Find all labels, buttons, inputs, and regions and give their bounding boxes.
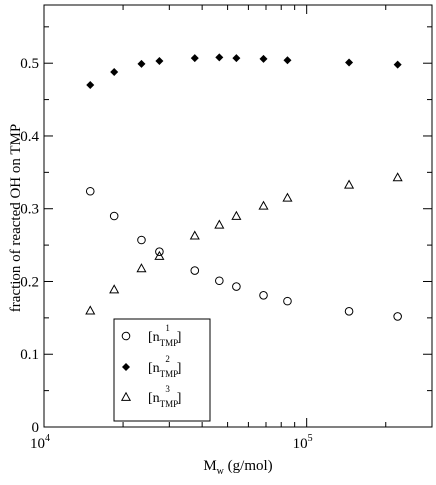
y-tick-label: 0.2 bbox=[20, 274, 39, 290]
data-point-series-2 bbox=[283, 56, 292, 65]
y-tick-label: 0.1 bbox=[20, 347, 39, 363]
x-tick-label: 104 bbox=[30, 433, 50, 452]
data-point-series-1 bbox=[259, 291, 268, 300]
data-point-series-1 bbox=[344, 307, 354, 316]
data-point-series-1 bbox=[137, 235, 146, 245]
data-point-series-3 bbox=[85, 305, 96, 315]
data-point-series-1 bbox=[190, 266, 200, 275]
data-point-series-2 bbox=[110, 67, 119, 76]
legend-marker-series-1 bbox=[121, 331, 131, 341]
data-point-series-1 bbox=[232, 282, 241, 291]
x-axis: 104 105 bbox=[30, 5, 387, 452]
data-point-series-2 bbox=[393, 60, 402, 69]
data-point-series-3 bbox=[258, 200, 269, 210]
data-point-series-3 bbox=[392, 172, 403, 182]
plot-frame bbox=[43, 4, 433, 428]
data-point-series-2 bbox=[190, 54, 199, 63]
data-point-series-1 bbox=[215, 276, 224, 286]
data-point-series-2 bbox=[86, 81, 95, 90]
data-point-series-1 bbox=[283, 296, 292, 306]
legend-marker-series-2 bbox=[122, 363, 130, 371]
data-point-series-3 bbox=[154, 250, 165, 260]
y-tick-label: 0.4 bbox=[20, 129, 39, 145]
x-tick-label: 105 bbox=[293, 433, 313, 452]
y-tick-label: 0 bbox=[32, 420, 40, 436]
legend-label-series-2: [nTMP2] bbox=[148, 354, 181, 379]
x-axis-label-units: (g/mol) bbox=[224, 458, 273, 474]
y-tick-label: 0.5 bbox=[20, 56, 39, 72]
legend-label-series-3: [nTMP3] bbox=[148, 384, 181, 409]
data-point-series-2 bbox=[259, 54, 268, 63]
x-axis-label-main: M bbox=[203, 458, 216, 474]
data-point-series-3 bbox=[231, 210, 242, 220]
data-point-series-3 bbox=[282, 192, 293, 202]
x-axis-label: Mw (g/mol) bbox=[203, 458, 272, 477]
data-point-series-1 bbox=[393, 312, 402, 321]
data-point-series-3 bbox=[136, 263, 147, 273]
legend-marker-series-3 bbox=[120, 391, 132, 401]
data-points bbox=[85, 53, 403, 321]
x-axis-label-subscript: w bbox=[217, 466, 225, 477]
legend: [nTMP1] [nTMP2] [nTMP3] bbox=[113, 318, 211, 422]
data-point-series-3 bbox=[214, 219, 225, 229]
y-axis: 0 0.1 0.2 0.3 0.4 0.5 bbox=[20, 26, 432, 436]
data-point-series-3 bbox=[189, 230, 200, 240]
data-point-series-1 bbox=[85, 186, 95, 196]
y-axis-label: fraction of reacted OH on TMP bbox=[8, 124, 24, 312]
data-point-series-2 bbox=[345, 58, 354, 67]
data-point-series-2 bbox=[215, 53, 224, 62]
y-tick-label: 0.3 bbox=[20, 202, 39, 218]
data-point-series-2 bbox=[155, 57, 164, 66]
legend-label-series-1: [nTMP1] bbox=[148, 323, 181, 348]
data-point-series-3 bbox=[109, 284, 120, 294]
data-point-series-2 bbox=[137, 59, 146, 68]
data-point-series-3 bbox=[344, 179, 355, 189]
data-point-series-2 bbox=[232, 54, 241, 63]
data-point-series-1 bbox=[109, 211, 119, 221]
data-point-series-1 bbox=[155, 247, 164, 256]
